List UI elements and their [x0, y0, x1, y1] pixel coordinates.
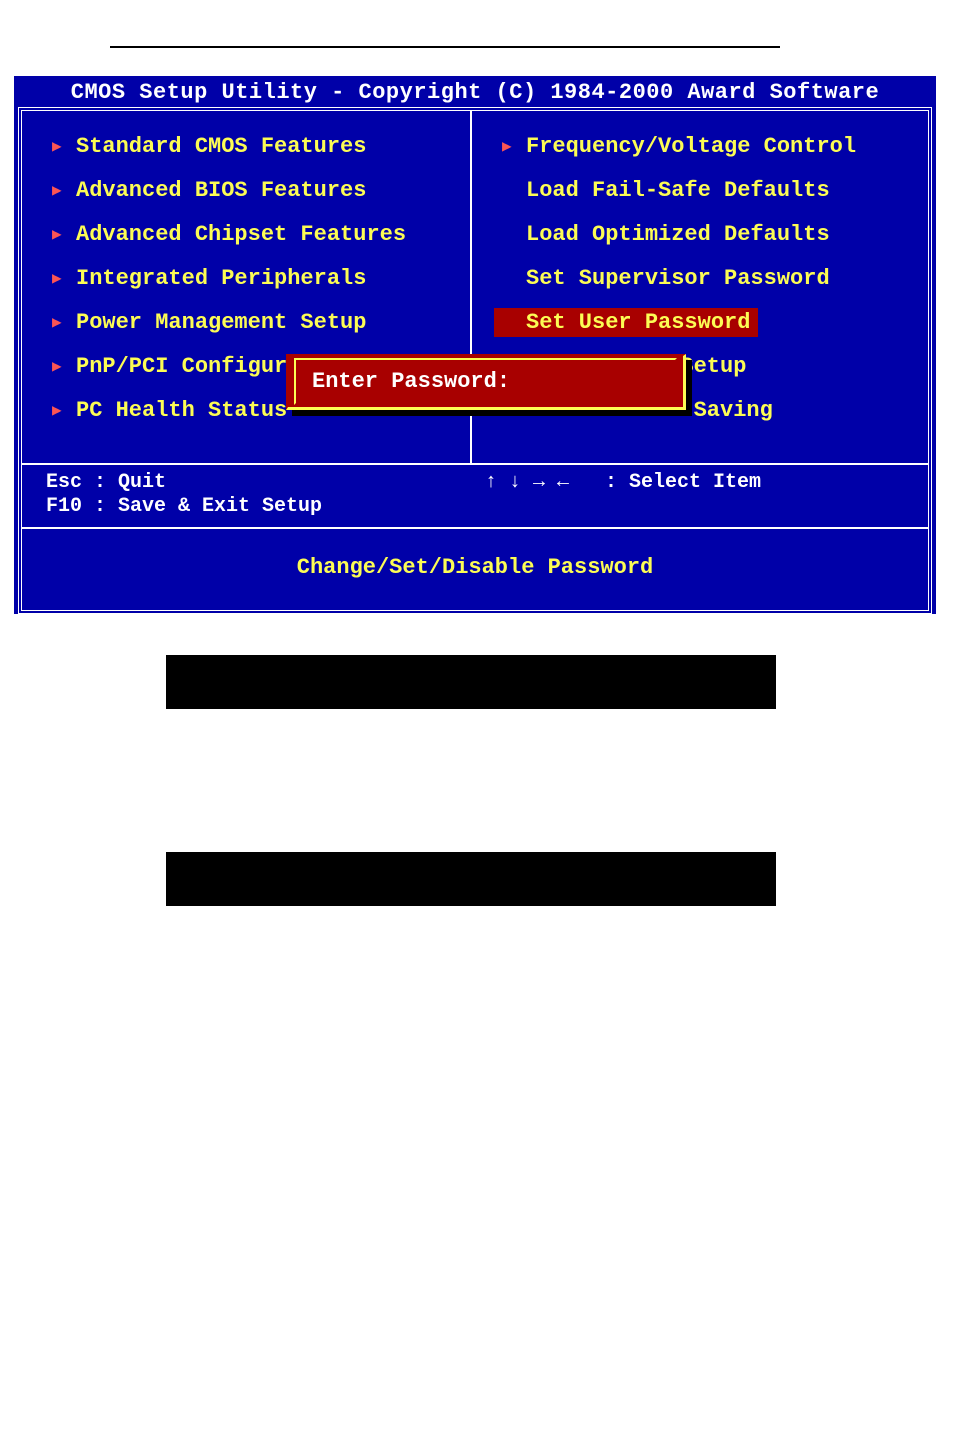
redacted-bar — [166, 655, 776, 709]
submenu-arrow-icon: ▶ — [52, 180, 66, 200]
menu-item-frequency-voltage[interactable]: ▶ Frequency/Voltage Control — [502, 133, 910, 159]
submenu-arrow-icon: ▶ — [52, 224, 66, 244]
menu-label: Standard CMOS Features — [76, 134, 366, 159]
menu-label: Advanced Chipset Features — [76, 222, 406, 247]
menu-item-power-management[interactable]: ▶ Power Management Setup — [52, 309, 460, 335]
selected-highlight: ▶ Set User Password — [494, 308, 758, 337]
submenu-arrow-icon: ▶ — [502, 136, 516, 156]
bios-frame: ▶ Standard CMOS Features ▶ Advanced BIOS… — [18, 107, 932, 614]
menu-label: PC Health Status — [76, 398, 287, 423]
menu-label: Set Supervisor Password — [526, 266, 830, 291]
enter-password-dialog: Enter Password: — [286, 354, 686, 410]
bios-title: CMOS Setup Utility - Copyright (C) 1984-… — [14, 76, 936, 107]
redacted-bar — [166, 852, 776, 906]
submenu-arrow-icon: ▶ — [52, 356, 66, 376]
horizontal-rule — [110, 46, 780, 48]
menu-label: Power Management Setup — [76, 310, 366, 335]
menu-item-advanced-bios[interactable]: ▶ Advanced BIOS Features — [52, 177, 460, 203]
help-bar: Esc : Quit F10 : Save & Exit Setup ↑ ↓ →… — [22, 463, 928, 527]
submenu-arrow-icon: ▶ — [52, 400, 66, 420]
bios-setup-screen: CMOS Setup Utility - Copyright (C) 1984-… — [14, 76, 936, 614]
help-right-text: ↑ ↓ → ← : Select Item — [465, 471, 904, 519]
menu-label: Load Fail-Safe Defaults — [526, 178, 830, 203]
submenu-arrow-icon: ▶ — [52, 312, 66, 332]
menu-item-standard-cmos[interactable]: ▶ Standard CMOS Features — [52, 133, 460, 159]
menu-item-load-optimized[interactable]: ▶ Load Optimized Defaults — [502, 221, 910, 247]
menu-label: Frequency/Voltage Control — [526, 134, 856, 159]
submenu-arrow-icon: ▶ — [52, 268, 66, 288]
menu-item-integrated-peripherals[interactable]: ▶ Integrated Peripherals — [52, 265, 460, 291]
menu-item-set-user-password[interactable]: ▶ Set User Password — [502, 309, 910, 335]
menu-item-advanced-chipset[interactable]: ▶ Advanced Chipset Features — [52, 221, 460, 247]
help-left-text: Esc : Quit F10 : Save & Exit Setup — [46, 471, 465, 519]
password-prompt-label: Enter Password: — [296, 369, 510, 394]
menu-right-column: ▶ Frequency/Voltage Control ▶ Load Fail-… — [472, 111, 928, 463]
menu-label: Integrated Peripherals — [76, 266, 366, 291]
menu-label: Set User Password — [526, 310, 750, 335]
description-bar: Change/Set/Disable Password — [22, 527, 928, 610]
menu-item-set-supervisor-password[interactable]: ▶ Set Supervisor Password — [502, 265, 910, 291]
menu-label: Load Optimized Defaults — [526, 222, 830, 247]
menu-item-load-failsafe[interactable]: ▶ Load Fail-Safe Defaults — [502, 177, 910, 203]
submenu-arrow-icon: ▶ — [52, 136, 66, 156]
bios-menu: ▶ Standard CMOS Features ▶ Advanced BIOS… — [22, 111, 928, 463]
menu-left-column: ▶ Standard CMOS Features ▶ Advanced BIOS… — [22, 111, 472, 463]
menu-label: Advanced BIOS Features — [76, 178, 366, 203]
document-page: CMOS Setup Utility - Copyright (C) 1984-… — [0, 0, 954, 614]
